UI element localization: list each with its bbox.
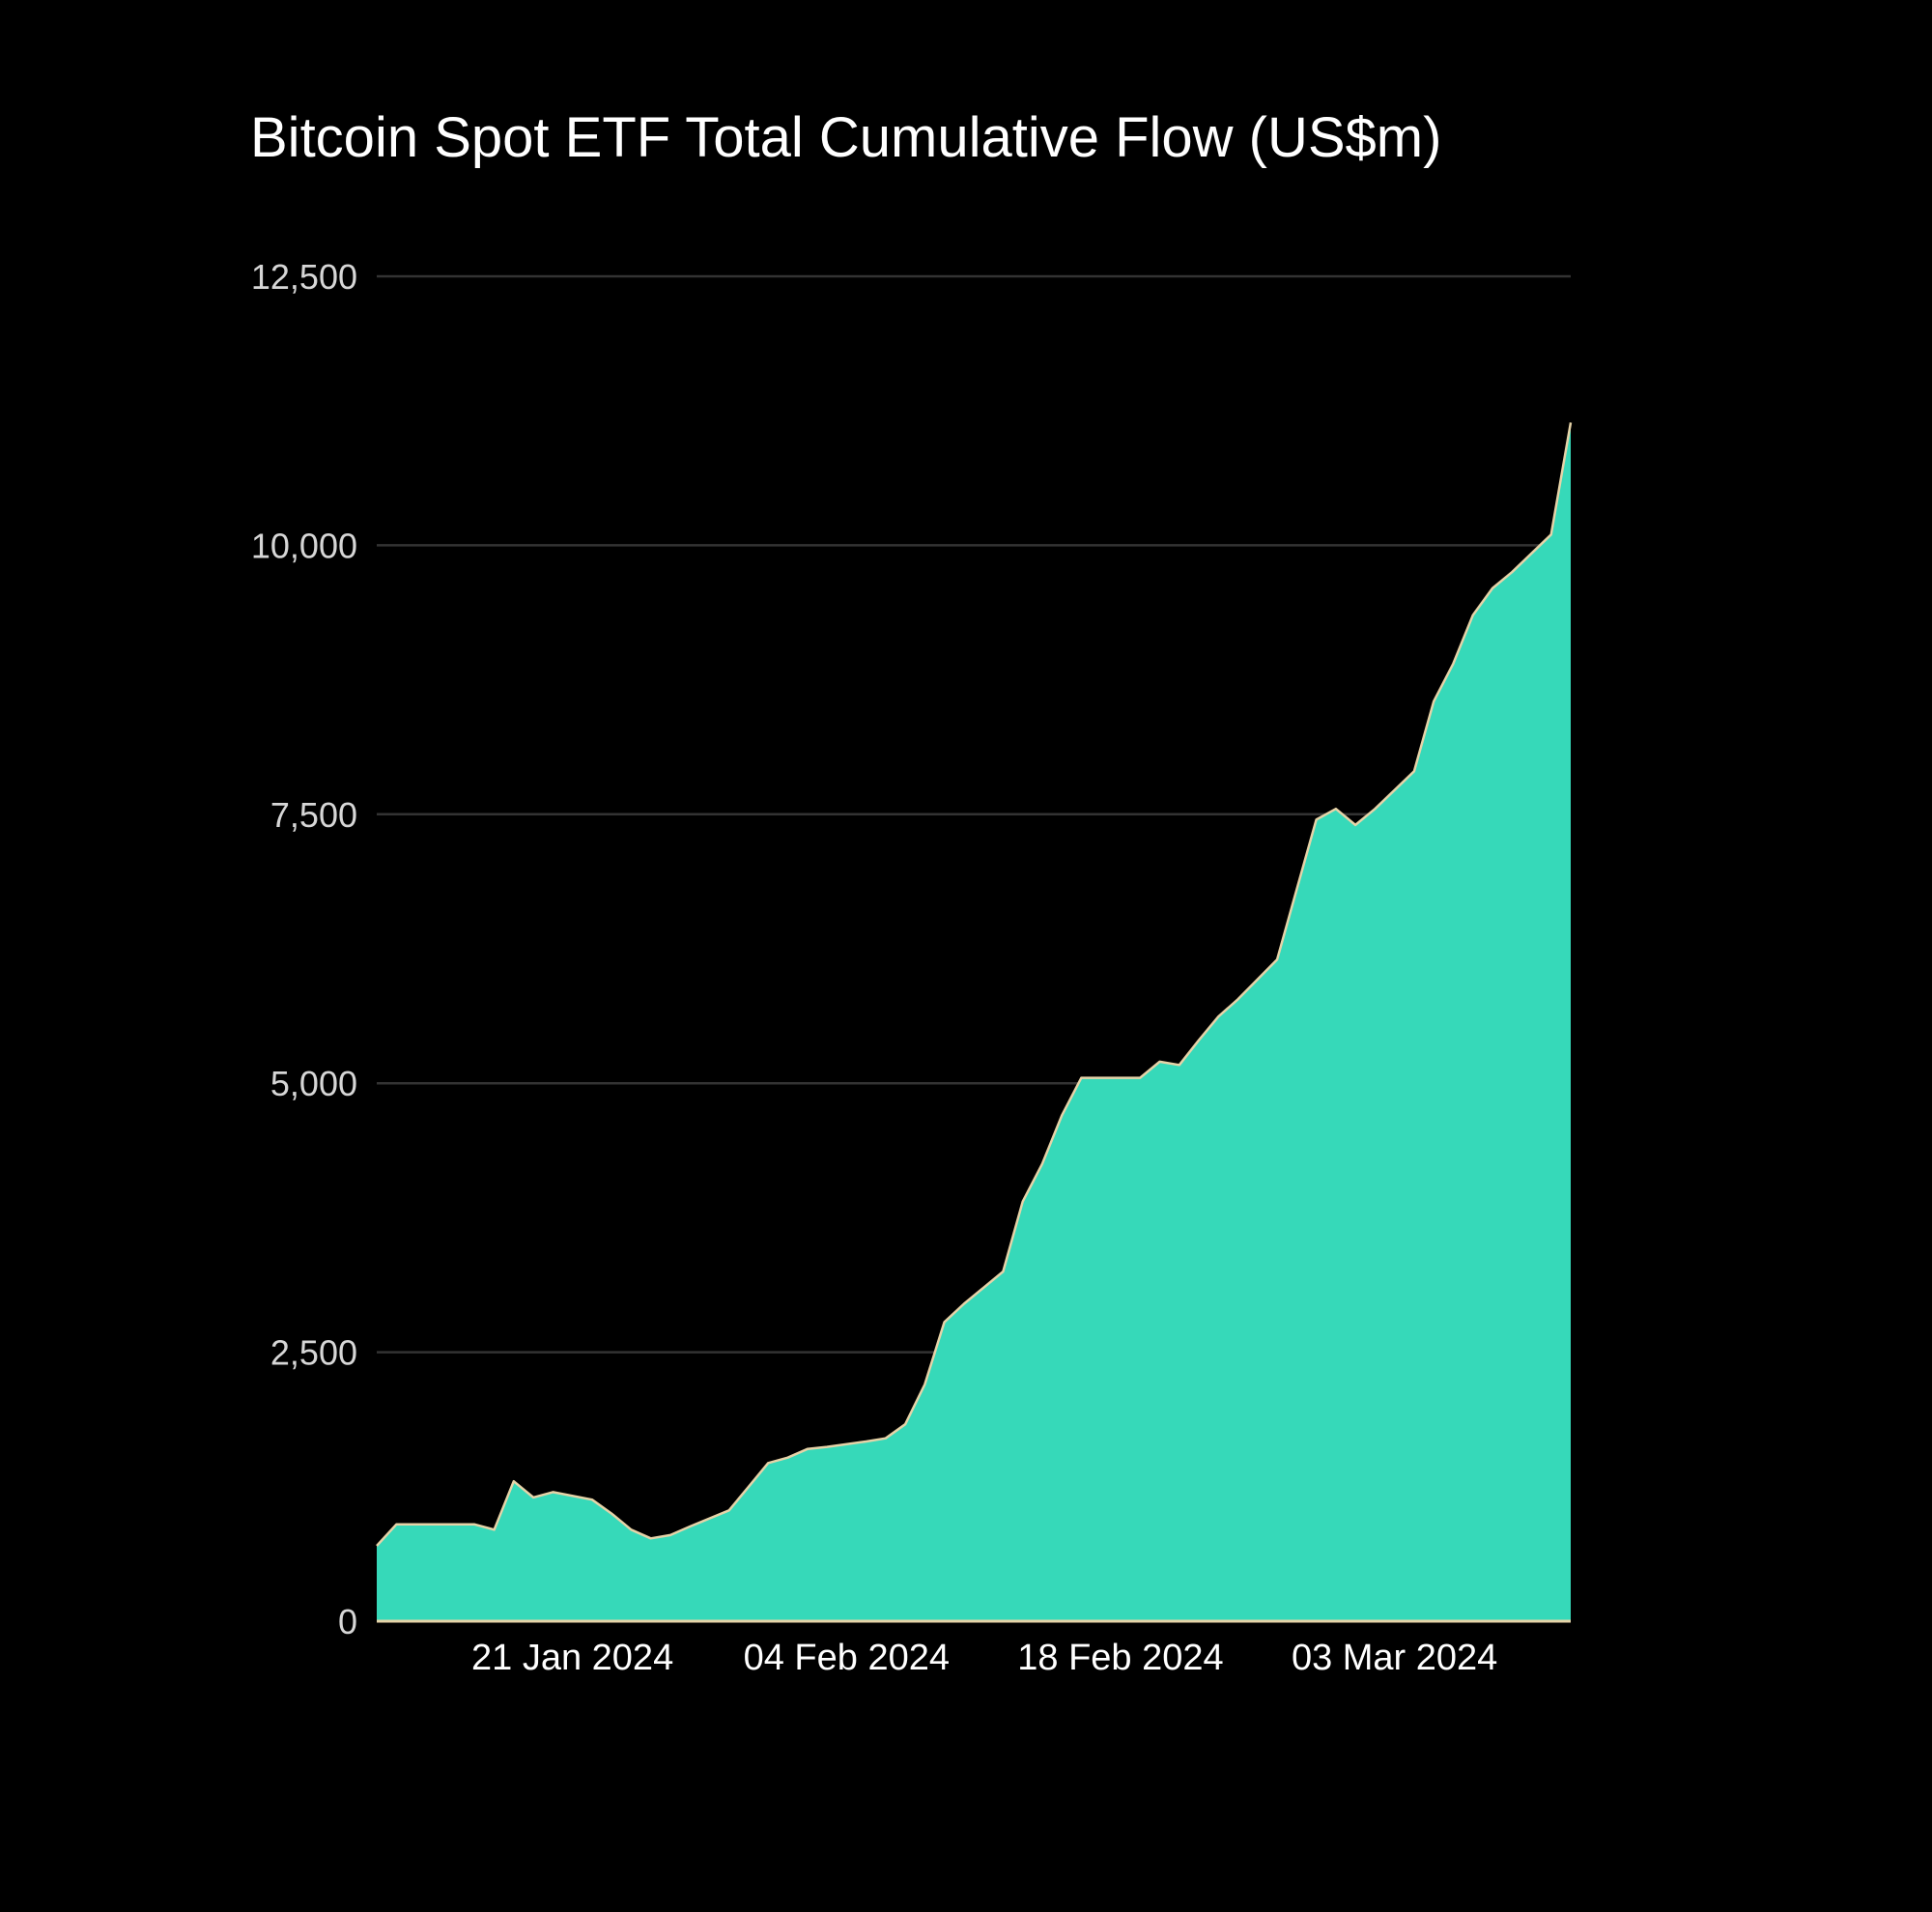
x-tick-label: 18 Feb 2024 bbox=[1017, 1638, 1223, 1678]
x-tick-label: 21 Jan 2024 bbox=[471, 1638, 673, 1678]
y-tick-label: 2,500 bbox=[270, 1333, 357, 1373]
x-tick-label: 03 Mar 2024 bbox=[1292, 1638, 1497, 1678]
series-line bbox=[376, 422, 1573, 1547]
y-axis: 0 2,500 5,000 7,500 10,000 12,500 bbox=[251, 257, 357, 1641]
y-tick-label: 0 bbox=[338, 1602, 357, 1641]
plot-area bbox=[376, 422, 1573, 1621]
y-tick-label: 10,000 bbox=[251, 526, 357, 565]
x-axis: 21 Jan 2024 04 Feb 2024 18 Feb 2024 03 Mar … bbox=[377, 1619, 1571, 1678]
x-tick-label: 04 Feb 2024 bbox=[744, 1638, 950, 1678]
chart-title: Bitcoin Spot ETF Total Cumulative Flow (… bbox=[250, 106, 1442, 169]
y-tick-label: 5,000 bbox=[270, 1064, 357, 1103]
y-tick-label: 7,500 bbox=[270, 795, 357, 835]
area-fill bbox=[377, 422, 1571, 1621]
y-tick-label: 12,500 bbox=[251, 257, 357, 297]
